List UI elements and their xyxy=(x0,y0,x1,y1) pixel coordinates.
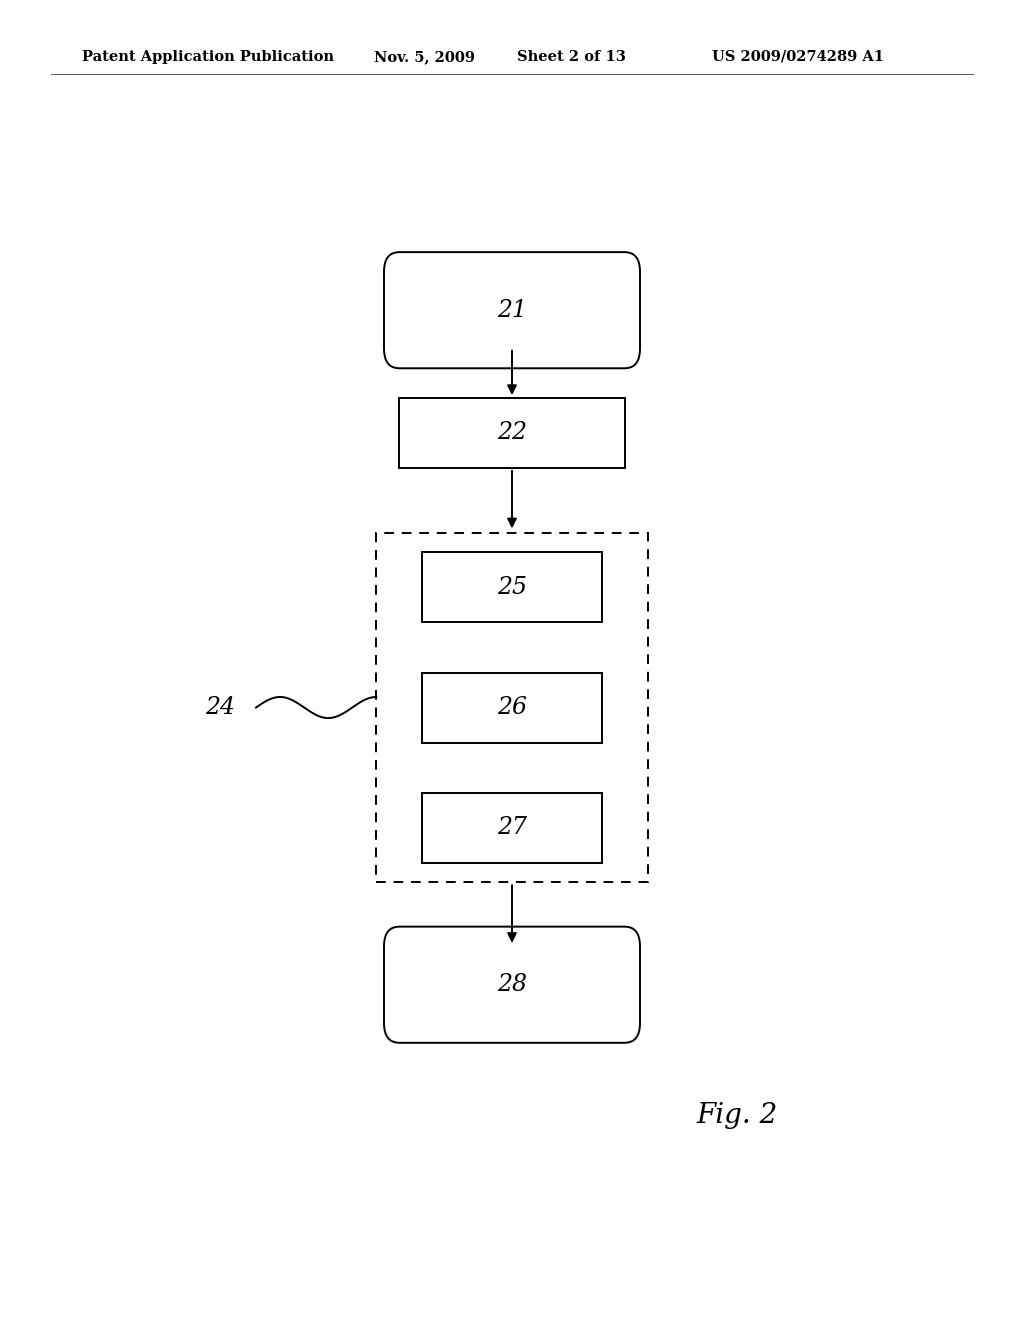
Bar xyxy=(422,672,601,742)
Text: Nov. 5, 2009: Nov. 5, 2009 xyxy=(374,50,475,63)
Text: 27: 27 xyxy=(497,816,527,840)
Text: Fig. 2: Fig. 2 xyxy=(696,1102,777,1129)
Text: 25: 25 xyxy=(497,576,527,599)
Text: 28: 28 xyxy=(497,973,527,997)
Bar xyxy=(422,552,601,622)
Text: Patent Application Publication: Patent Application Publication xyxy=(82,50,334,63)
FancyBboxPatch shape xyxy=(384,927,640,1043)
Text: 24: 24 xyxy=(206,696,236,719)
Bar xyxy=(377,532,648,882)
Bar xyxy=(399,397,625,467)
Text: Sheet 2 of 13: Sheet 2 of 13 xyxy=(517,50,626,63)
Text: 21: 21 xyxy=(497,298,527,322)
Text: US 2009/0274289 A1: US 2009/0274289 A1 xyxy=(712,50,884,63)
Text: 26: 26 xyxy=(497,696,527,719)
FancyBboxPatch shape xyxy=(384,252,640,368)
Text: 22: 22 xyxy=(497,421,527,445)
Bar xyxy=(422,792,601,863)
